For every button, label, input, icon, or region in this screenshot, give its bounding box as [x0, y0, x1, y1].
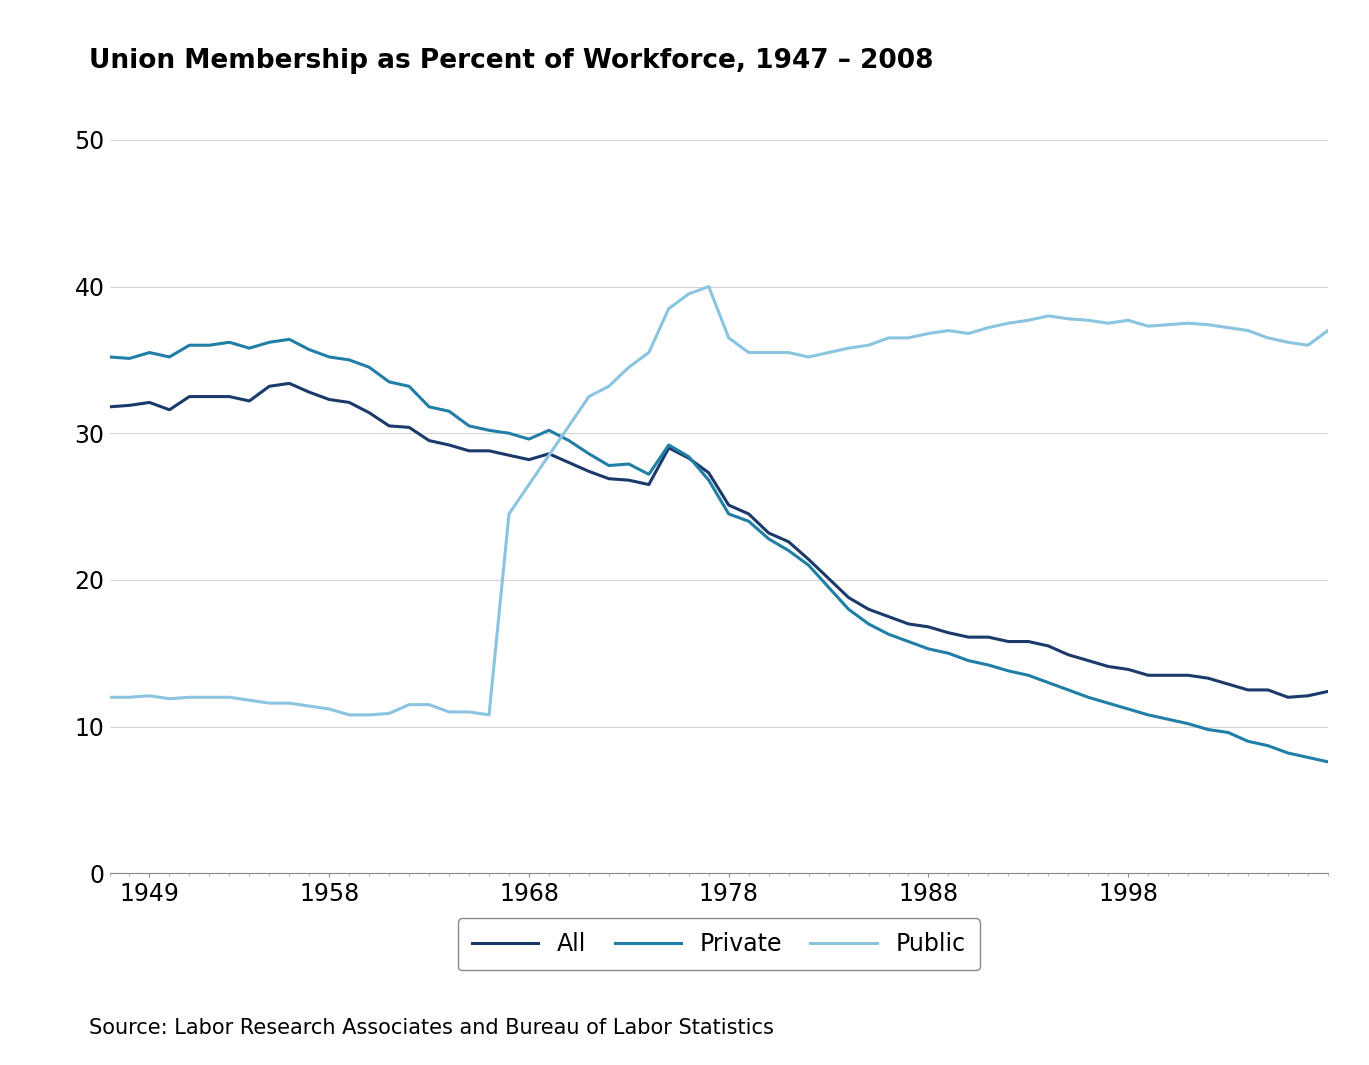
- Public: [101, 691, 118, 704]
- Public: [361, 708, 378, 721]
- Private: [101, 350, 118, 363]
- Private: [441, 405, 457, 417]
- Public: [1199, 318, 1216, 331]
- Text: Source: Labor Research Associates and Bureau of Labor Statistics: Source: Labor Research Associates and Bu…: [89, 1018, 773, 1038]
- Line: Public: Public: [110, 286, 1328, 715]
- Private: [1180, 718, 1197, 731]
- All: [441, 439, 457, 452]
- All: [101, 400, 118, 413]
- Private: [1320, 755, 1336, 768]
- Private: [201, 339, 218, 351]
- All: [361, 407, 378, 420]
- Public: [741, 346, 757, 359]
- Public: [441, 705, 457, 718]
- Line: Private: Private: [110, 340, 1328, 761]
- Public: [701, 280, 717, 293]
- All: [281, 377, 297, 390]
- All: [1280, 691, 1296, 704]
- Text: Union Membership as Percent of Workforce, 1947 – 2008: Union Membership as Percent of Workforce…: [89, 48, 934, 73]
- All: [1180, 669, 1197, 682]
- Public: [880, 331, 897, 344]
- Public: [341, 708, 357, 721]
- Public: [1320, 324, 1336, 337]
- Private: [860, 618, 876, 630]
- All: [1320, 685, 1336, 698]
- Private: [361, 361, 378, 374]
- Legend: All, Private, Public: All, Private, Public: [457, 918, 980, 970]
- All: [201, 390, 218, 403]
- Public: [201, 691, 218, 704]
- All: [860, 603, 876, 616]
- Private: [720, 508, 737, 521]
- All: [720, 498, 737, 511]
- Private: [281, 333, 297, 346]
- Line: All: All: [110, 383, 1328, 698]
